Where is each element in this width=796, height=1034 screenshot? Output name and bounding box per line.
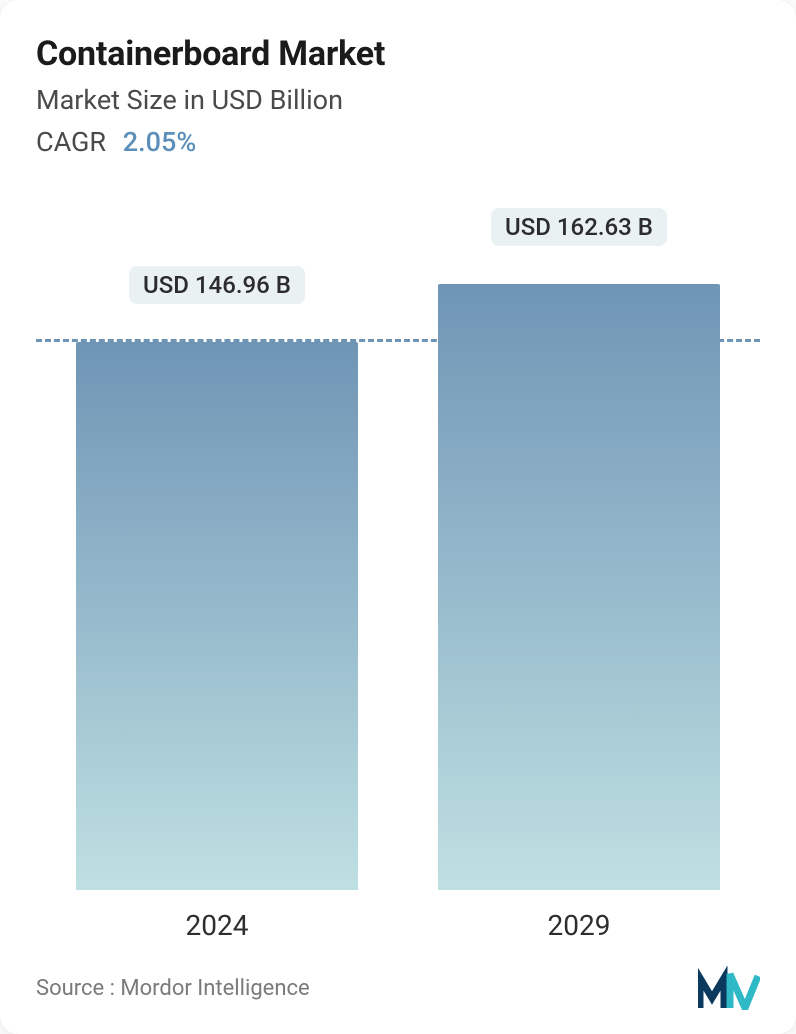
chart-subtitle: Market Size in USD Billion [36,84,760,116]
brand-logo-icon [698,966,760,1010]
chart-title: Containerboard Market [36,34,760,74]
bar-1 [438,284,720,891]
bar-0 [76,342,358,890]
x-label-0: 2024 [76,909,358,942]
bar-wrap-1: USD 162.63 B [438,256,720,890]
chart-area: USD 146.96 B USD 162.63 B 2024 2029 [36,202,760,956]
cagr-value: 2.05% [123,126,196,158]
cagr-label: CAGR [36,126,106,158]
chart-footer: Source : Mordor Intelligence [36,962,760,1010]
chart-plot: USD 146.96 B USD 162.63 B [36,256,760,890]
source-text: Source : Mordor Intelligence [36,976,310,1001]
chart-card: Containerboard Market Market Size in USD… [0,0,796,1034]
value-badge-1: USD 162.63 B [491,208,667,246]
value-badge-0: USD 146.96 B [129,266,305,304]
x-label-1: 2029 [438,909,720,942]
x-axis-labels: 2024 2029 [36,909,760,942]
bar-wrap-0: USD 146.96 B [76,256,358,890]
cagr-row: CAGR 2.05% [36,126,760,158]
bars-container: USD 146.96 B USD 162.63 B [36,256,760,890]
